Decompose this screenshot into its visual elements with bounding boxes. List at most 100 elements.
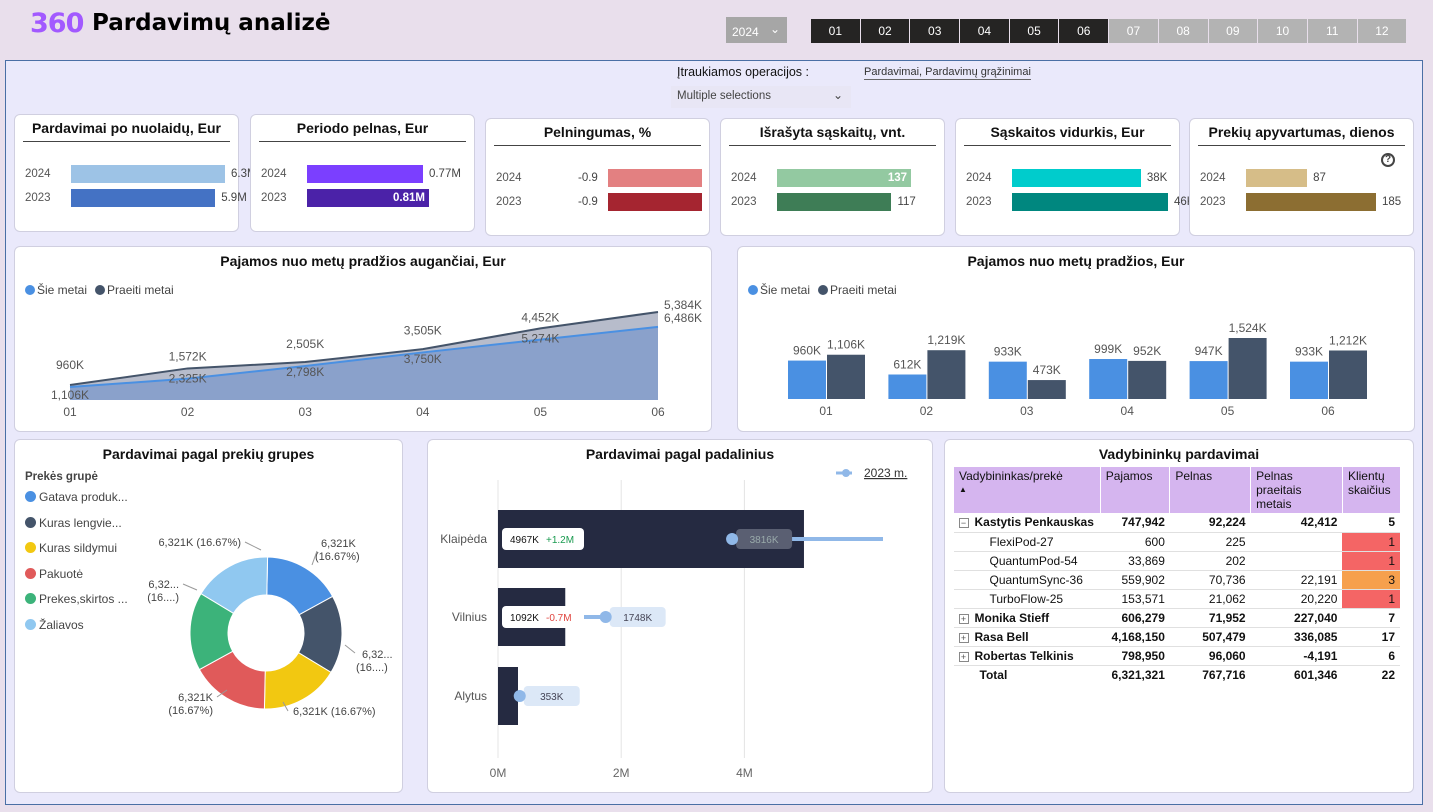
legend-item[interactable]: Praeiti metai <box>95 283 174 297</box>
kpi-bar[interactable] <box>777 193 892 211</box>
table-row[interactable]: Total 6,321,321 767,716 601,346 22 <box>954 665 1401 684</box>
cumulative-revenue-chart: Pajamos nuo metų pradžios augančiai, Eur… <box>14 246 712 432</box>
kpi-bar[interactable] <box>71 189 216 207</box>
bar-praeiti-metai[interactable] <box>927 350 966 399</box>
month-button-08[interactable]: 08 <box>1158 19 1208 43</box>
kpi-bar[interactable] <box>608 193 702 211</box>
expand-icon[interactable]: + <box>958 632 969 643</box>
legend-item[interactable]: Prekes,skirtos ... <box>25 592 128 618</box>
kpi-bar[interactable] <box>307 165 423 183</box>
prior-year-label-bg <box>523 686 580 706</box>
prior-year-marker[interactable] <box>726 533 739 545</box>
bar-praeiti-metai[interactable] <box>827 354 865 399</box>
bar-praeiti-metai[interactable] <box>1128 360 1167 399</box>
year-dropdown[interactable]: 2024 ⌄ <box>726 17 787 43</box>
table-row[interactable]: + Robertas Telkinis 798,950 96,060 -4,191 6 <box>953 646 1400 666</box>
cell-value: 227,040 <box>1294 610 1338 625</box>
kpi-bar[interactable] <box>777 169 911 187</box>
bar-sie-metai[interactable] <box>888 374 927 399</box>
kpi-bar[interactable] <box>608 169 702 187</box>
filter-current-value[interactable]: Pardavimai, Pardavimų grąžinimai <box>864 66 1031 80</box>
data-label: 1,572K <box>169 350 207 364</box>
column-header[interactable]: Vadybininkas/prekė ▲ <box>953 467 1101 513</box>
kpi-title: Pelningumas, % <box>494 124 701 146</box>
table-cell <box>1250 532 1343 552</box>
month-button-10[interactable]: 10 <box>1258 19 1307 43</box>
column-header[interactable]: Pajamos <box>1099 467 1170 513</box>
division-bar[interactable] <box>498 667 518 725</box>
legend-item[interactable]: Žaliavos <box>25 618 128 644</box>
legend-dot <box>25 516 36 528</box>
month-button-03[interactable]: 03 <box>910 19 960 43</box>
bar-praeiti-metai[interactable] <box>1228 338 1267 399</box>
expand-icon[interactable]: + <box>958 613 969 624</box>
cell-value: TurboFlow-25 <box>989 591 1064 606</box>
month-button-07[interactable]: 07 <box>1109 19 1158 43</box>
prior-year-marker[interactable] <box>599 611 612 623</box>
month-button-01[interactable]: 01 <box>811 19 860 43</box>
cell-value: 1 <box>1388 591 1395 606</box>
month-button-09[interactable]: 09 <box>1208 19 1258 43</box>
donut-slice[interactable] <box>200 556 269 615</box>
operations-dropdown[interactable]: Multiple selections ⌄ <box>671 86 851 108</box>
data-label: 1,219K <box>927 333 965 347</box>
table-row[interactable]: QuantumPod-54 33,869 202 1 <box>953 551 1400 571</box>
kpi-title: Išrašyta sąskaitų, vnt. <box>729 124 936 146</box>
cell-value: Robertas Telkinis <box>974 648 1074 663</box>
legend-item[interactable]: Šie metai <box>25 283 87 297</box>
legend-label[interactable]: 2023 m. <box>864 466 907 480</box>
legend-item[interactable]: Šie metai <box>748 283 810 297</box>
cell-value: 798,950 <box>1121 648 1165 663</box>
chart-title: Pajamos nuo metų pradžios augančiai, Eur <box>220 253 506 269</box>
kpi-bar[interactable] <box>1012 193 1168 211</box>
month-button-04[interactable]: 04 <box>960 19 1009 43</box>
column-header[interactable]: Klientų skaičius <box>1341 467 1400 513</box>
collapse-icon[interactable]: − <box>958 518 969 529</box>
table-cell: 1 <box>1342 551 1400 571</box>
kpi-year: 2023 <box>496 196 522 208</box>
y-tick-label: Alytus <box>454 689 487 703</box>
bar-sie-metai[interactable] <box>1189 361 1228 399</box>
table-row[interactable]: QuantumSync-36 559,902 70,736 22,191 3 <box>953 570 1400 590</box>
month-button-06[interactable]: 06 <box>1059 19 1109 43</box>
table-cell: 606,279 <box>1100 608 1170 628</box>
bar-praeiti-metai[interactable] <box>1027 380 1066 399</box>
month-button-02[interactable]: 02 <box>860 19 910 43</box>
bar-sie-metai[interactable] <box>988 361 1027 399</box>
legend-dot <box>25 618 36 630</box>
bar-praeiti-metai[interactable] <box>1329 350 1367 399</box>
donut-chart-svg: 6,321K(16.67%)6,32...(16....)6,321K (16.… <box>147 537 392 718</box>
table-row[interactable]: + Monika Stieff 606,279 71,952 227,040 7 <box>953 608 1400 628</box>
prior-year-marker[interactable] <box>513 690 526 702</box>
month-button-12[interactable]: 12 <box>1357 19 1407 43</box>
table-row[interactable]: − Kastytis Penkauskas 747,942 92,224 42,412 5 <box>953 513 1400 533</box>
bar-sie-metai[interactable] <box>1290 361 1328 399</box>
legend-item[interactable]: Kuras lengvie... <box>25 516 128 542</box>
legend-item[interactable]: Kuras sildymui <box>25 541 128 567</box>
table-row[interactable]: FlexiPod-27 600 225 1 <box>953 532 1400 552</box>
legend-label: Žaliavos <box>39 617 84 632</box>
month-button-05[interactable]: 05 <box>1009 19 1059 43</box>
kpi-bar[interactable] <box>1012 169 1141 187</box>
help-icon[interactable]: ? <box>1381 153 1395 167</box>
column-header[interactable]: Pelnas praeitais metais <box>1250 467 1343 513</box>
table-cell: 798,950 <box>1100 646 1170 666</box>
table-cell: 71,952 <box>1169 608 1251 628</box>
legend-item[interactable]: Praeiti metai <box>818 283 897 297</box>
table-row[interactable]: TurboFlow-25 153,571 21,062 20,220 1 <box>953 589 1400 609</box>
kpi-bar[interactable] <box>1246 193 1376 211</box>
kpi-bar[interactable] <box>307 189 429 207</box>
data-label: 1,212K <box>1329 333 1367 347</box>
expand-icon[interactable]: + <box>958 651 969 662</box>
bar-sie-metai[interactable] <box>1089 359 1128 399</box>
legend-item[interactable]: Pakuotė <box>25 567 128 593</box>
month-button-11[interactable]: 11 <box>1307 19 1357 43</box>
column-header[interactable]: Pelnas <box>1169 467 1251 513</box>
bar-sie-metai[interactable] <box>788 360 826 399</box>
kpi-bar[interactable] <box>1246 169 1308 187</box>
table-row[interactable]: + Rasa Bell 4,168,150 507,479 336,085 17 <box>953 627 1400 647</box>
data-label: 999K <box>1094 342 1122 356</box>
legend-item[interactable]: Gatava produk... <box>25 490 128 516</box>
sort-icon[interactable]: ▲ <box>959 485 967 494</box>
kpi-bar[interactable] <box>71 165 225 183</box>
